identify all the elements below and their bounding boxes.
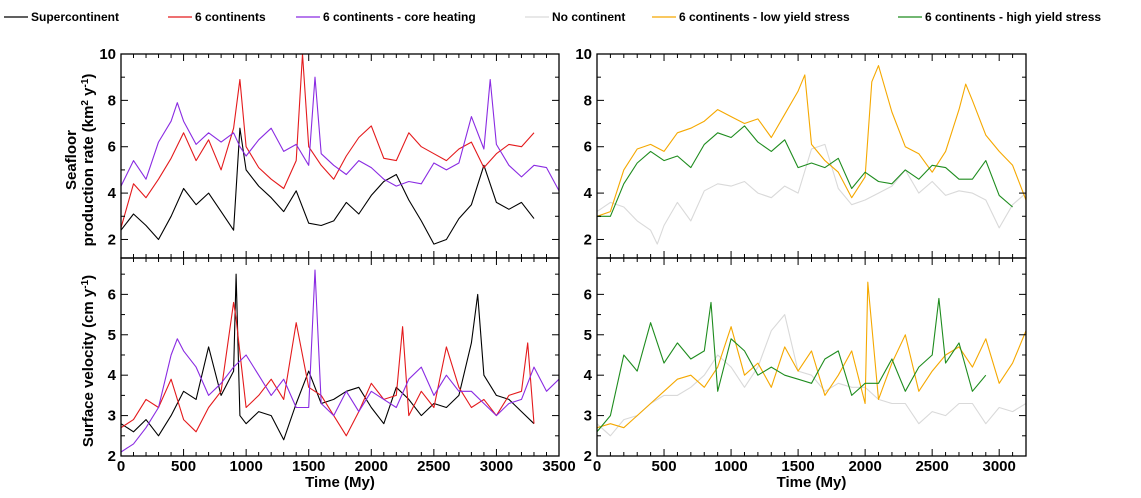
series-line-6-continents-low-yield-stress (597, 65, 1026, 217)
x-tick-label: 500 (171, 458, 196, 475)
series-line-6-continents-core-heating (121, 76, 559, 192)
series-line-6-continents-high-yield-stress (597, 297, 987, 433)
series-line-supercontinent (121, 127, 535, 245)
series-line-6-continents (121, 54, 535, 229)
series-line-6-continents-low-yield-stress (597, 281, 1026, 429)
y-tick-label: 2 (108, 231, 116, 248)
legend-label: Supercontinent (31, 10, 119, 24)
series-line-6-continents-high-yield-stress (597, 125, 1013, 217)
y-tick-label: 4 (584, 185, 593, 202)
legend-label: No continent (552, 10, 625, 24)
y-tick-label: 2 (584, 448, 592, 465)
y-tick-label: 6 (584, 286, 592, 303)
series-line-6-continents-core-heating (121, 269, 559, 453)
panel-top-left: 2 4 6 8 10 Seafloor production rate (km2 y-1) (63, 46, 560, 259)
x-tick-label: 1000 (229, 458, 262, 475)
x-tick-label: 0 (117, 458, 125, 475)
y-tick-label: 8 (584, 92, 592, 109)
y-tick-label: 6 (108, 286, 116, 303)
y-axis-title: production rate (km2 y-1) (80, 74, 98, 247)
panel-top-right: 2 4 6 8 10 (575, 46, 1027, 259)
legend-label: 6 continents (195, 10, 266, 24)
y-tick-label: 8 (108, 92, 116, 109)
y-tick-label: 6 (108, 139, 116, 156)
legend-label: 6 continents - core heating (323, 10, 476, 24)
x-tick-label: 500 (652, 458, 677, 475)
x-tick-label: 3000 (480, 458, 513, 475)
x-tick-label: 3000 (983, 458, 1016, 475)
y-axis-title: Surface velocity (cm y-1) (80, 275, 98, 447)
x-tick-label: 2500 (915, 458, 948, 475)
series-line-no-continent (597, 314, 1026, 437)
panel-bottom-left: 2 3 4 5 6 0 500 1000 1500 2000 2500 3000 3500 Time (M… (80, 257, 576, 491)
series-line-supercontinent (121, 273, 535, 441)
x-tick-label: 0 (593, 458, 601, 475)
legend-label: 6 continents - high yield stress (925, 10, 1101, 24)
panel-bottom-right: 2 3 4 5 6 0 500 1000 1500 2000 2500 3000 Time (My) (584, 257, 1027, 491)
y-axis-title: Seafloor (63, 130, 80, 190)
y-tick-label: 10 (99, 46, 116, 63)
x-tick-label: 2500 (417, 458, 450, 475)
y-tick-label: 3 (108, 408, 116, 425)
legend-label: 6 continents - low yield stress (679, 10, 850, 24)
x-tick-label: 3500 (542, 458, 575, 475)
y-tick-label: 2 (584, 231, 592, 248)
x-tick-label: 1500 (292, 458, 325, 475)
series-line-6-continents (121, 301, 535, 437)
y-tick-label: 5 (108, 327, 116, 344)
plot-frame (596, 53, 1027, 259)
x-tick-label: 1500 (781, 458, 814, 475)
y-tick-label: 6 (584, 139, 592, 156)
plot-frame (120, 53, 560, 259)
legend: Supercontinent 6 continents 6 continents -… (4, 10, 1101, 24)
x-tick-label: 1000 (714, 458, 747, 475)
y-tick-label: 3 (584, 408, 592, 425)
plot-frame (596, 257, 1027, 457)
y-tick-label: 4 (584, 367, 593, 384)
x-axis-title: Time (My) (305, 474, 375, 491)
y-tick-label: 2 (108, 448, 116, 465)
y-tick-label: 5 (584, 327, 592, 344)
x-axis-title: Time (My) (777, 474, 847, 491)
plot-frame (120, 257, 560, 457)
y-tick-label: 10 (575, 46, 592, 63)
y-tick-label: 4 (108, 185, 117, 202)
y-tick-label: 4 (108, 367, 117, 384)
x-tick-label: 2000 (355, 458, 388, 475)
series-line-no-continent (597, 143, 1026, 245)
x-tick-label: 2000 (848, 458, 881, 475)
